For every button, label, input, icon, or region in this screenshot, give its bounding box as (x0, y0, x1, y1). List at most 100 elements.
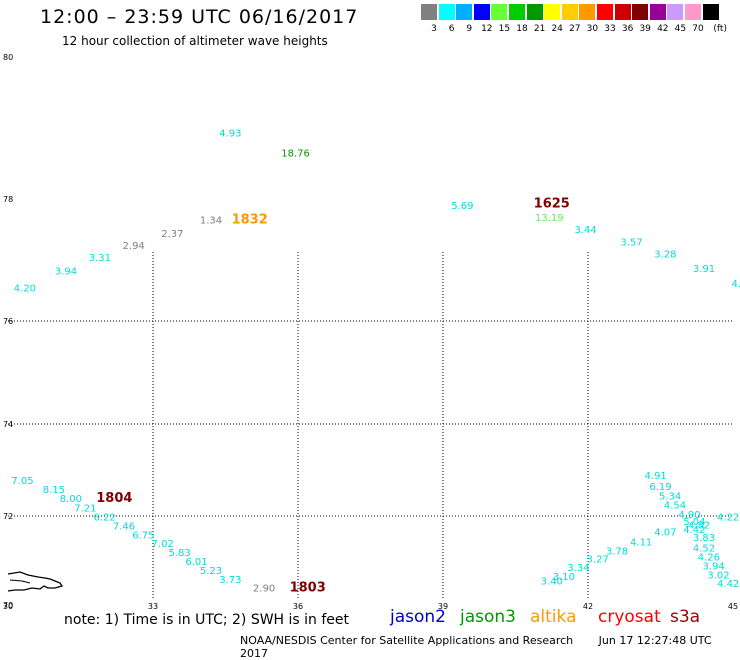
satellite-jason3: jason3 (460, 607, 516, 627)
wave-height-value: 4.90 (678, 510, 700, 521)
legend-label: 30 (586, 24, 599, 34)
coastline (7, 571, 64, 592)
wave-height-value: 3.78 (606, 546, 628, 557)
legend-unit: (ft) (713, 24, 727, 34)
satellite-altika: altika (530, 607, 577, 627)
lon-label: 45 (728, 602, 738, 611)
wave-height-value: 4.93 (219, 129, 241, 140)
legend-swatch (632, 4, 649, 20)
legend-label: 3 (431, 24, 437, 34)
legend-label: 45 (674, 24, 687, 34)
legend-swatch (544, 4, 561, 20)
legend-swatch (509, 4, 525, 20)
wave-height-value: 4.11 (630, 537, 652, 548)
legend-swatch (526, 4, 543, 20)
legend-swatch (614, 4, 631, 20)
satellite-jason2: jason2 (390, 607, 446, 627)
wave-height-value: 4.26 (698, 553, 720, 564)
legend-swatch (579, 4, 596, 20)
legend-label: 33 (604, 24, 616, 34)
wave-height-value: 3.27 (587, 554, 609, 565)
map-subtitle: 12 hour collection of altimeter wave hei… (62, 34, 328, 48)
legend-swatch (421, 4, 437, 20)
lon-label: 33 (148, 602, 158, 611)
pass-time-tag: 1804 (96, 491, 132, 506)
legend-swatch (491, 4, 508, 20)
pass-time-tags: 1625 1832 1804 1803 16 (96, 197, 740, 596)
legend-label: 27 (569, 24, 581, 34)
lat-label: 72 (3, 512, 13, 521)
legend-swatch (702, 4, 719, 20)
wave-height-value: 4.42 (683, 525, 705, 536)
wave-height-value: 5.83 (168, 548, 190, 559)
wave-height-value: 3.10 (553, 572, 575, 583)
wave-height-value: 6.01 (185, 557, 207, 568)
legend-swatch (597, 4, 613, 20)
map-title: 12:00 – 23:59 UTC 06/16/2017 (40, 6, 359, 28)
wave-height-value: 6.22 (94, 512, 116, 523)
legend-label: 36 (621, 24, 634, 34)
wave-height-value: 13.19 (535, 213, 564, 224)
lat-label: 76 (3, 317, 13, 326)
wave-height-value: 5.23 (200, 566, 222, 577)
legend-label: 12 (481, 24, 493, 34)
wave-height-value: 8.00 (60, 494, 82, 505)
wave-height-value: 2.37 (161, 229, 183, 240)
legend-swatch (473, 4, 490, 20)
legend-swatch (685, 4, 701, 20)
legend-label: 9 (466, 24, 473, 34)
wave-height-value: 2.94 (123, 241, 145, 252)
wave-height-value: 3.94 (703, 561, 725, 572)
wave-height-value: 4.91 (645, 471, 667, 482)
wave-height-value: 3.34 (567, 563, 589, 574)
lon-label: 36 (293, 602, 303, 611)
wave-height-value: 7.05 (11, 476, 33, 487)
wave-height-value: 4.22 (717, 512, 739, 523)
wave-height-value: 2.90 (253, 584, 275, 595)
kola-coastline-fragment (7, 571, 64, 592)
coast-inlet (9, 579, 31, 584)
wave-height-value: 3.91 (693, 264, 715, 275)
legend-label: 70 (692, 24, 704, 34)
wave-height-value: 7.46 (113, 521, 135, 532)
lat-lon-grid (8, 252, 733, 600)
wave-height-value: 4.07 (654, 528, 676, 539)
wave-height-value: 18.76 (281, 148, 310, 159)
wave-height-value: 3.73 (219, 575, 241, 586)
wave-height-values: 4.93 18.76 5.69 13.19 3.44 3.57 3.28 3.91 4.68 4.… (11, 129, 740, 595)
wave-height-value: 4.68 (732, 279, 740, 290)
legend-swatch (667, 4, 684, 20)
wave-height-value: 4.20 (14, 284, 36, 295)
wave-height-value: 3.28 (654, 250, 676, 261)
footer: NOAA/NESDIS Center for Satellite Applica… (240, 634, 740, 660)
legend-label: 18 (516, 24, 528, 34)
lon-label: 42 (583, 602, 593, 611)
lat-label: 80 (3, 53, 13, 62)
wave-height-value: 7.21 (74, 503, 96, 514)
wave-height-value: 3.44 (574, 225, 596, 236)
lon-label: 39 (438, 602, 448, 611)
legend-label: 42 (657, 24, 669, 34)
pass-time-tag: 1803 (290, 581, 326, 596)
wave-height-value: 5.04 (683, 517, 705, 528)
wave-height-value: 4.82 (688, 520, 710, 531)
wave-height-value: 4.52 (693, 544, 715, 555)
wave-height-value: 3.83 (693, 533, 715, 544)
pass-time-tag: 1832 (232, 212, 268, 227)
lon-label: 30 (3, 602, 13, 611)
wave-height-value: 8.15 (43, 485, 65, 496)
lat-label: 74 (3, 420, 13, 429)
legend-swatch (456, 4, 473, 20)
wave-height-value: 4.42 (717, 579, 739, 590)
lat-label: 70 (3, 601, 13, 610)
wave-height-value: 5.34 (659, 491, 681, 502)
legend-label: 15 (498, 24, 511, 34)
wave-height-value: 3.40 (541, 577, 563, 588)
pass-time-tag: 1625 (534, 197, 570, 212)
wave-height-value: 3.02 (707, 570, 729, 581)
legend-swatch (561, 4, 578, 20)
wave-height-value: 3.31 (89, 253, 111, 264)
legend-swatch (438, 4, 455, 20)
wave-height-value: 7.02 (152, 539, 174, 550)
